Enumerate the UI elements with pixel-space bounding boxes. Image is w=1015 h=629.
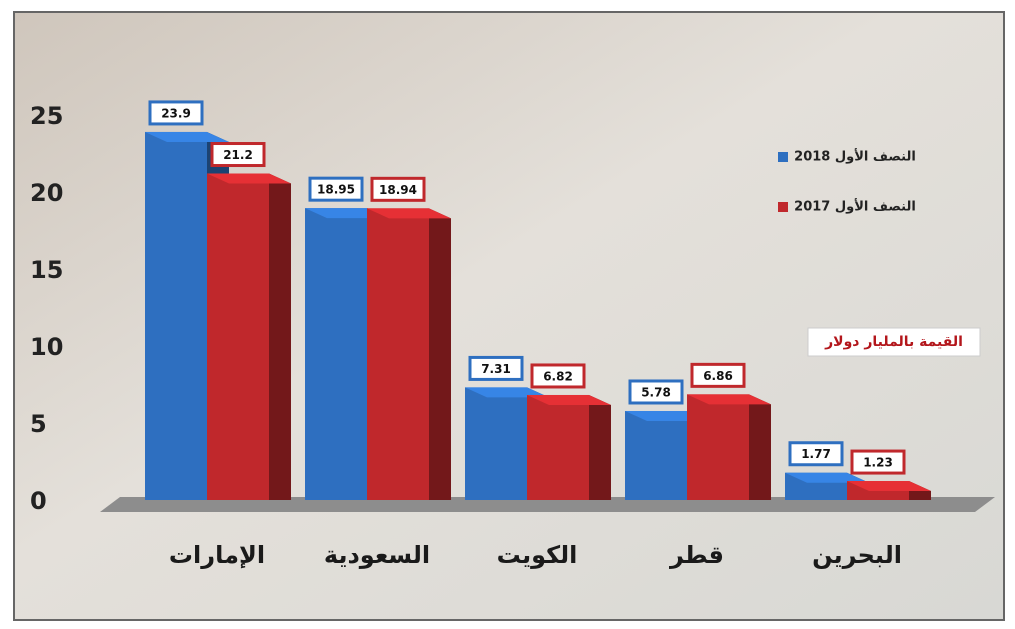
- legend-label: النصف الأول 2018: [794, 148, 916, 165]
- bar-front: [145, 132, 207, 500]
- x-tick-label: السعودية: [324, 541, 430, 569]
- value-label: 18.95: [317, 183, 355, 197]
- legend-swatch: [778, 202, 788, 212]
- y-tick-label: 0: [30, 487, 47, 515]
- value-label: 23.9: [161, 106, 191, 120]
- x-tick-label: قطر: [669, 541, 724, 569]
- value-label: 6.82: [543, 369, 573, 383]
- chart: القيمة بالمليار دولار 0 5 10 15 20 25 23.9 21.2…: [0, 0, 1015, 629]
- bar: [527, 395, 611, 500]
- annotation: القيمة بالمليار دولار: [824, 334, 963, 350]
- x-tick-label: الإمارات: [169, 541, 265, 569]
- legend-label: النصف الأول 2017: [794, 198, 916, 215]
- bar-side: [429, 208, 451, 500]
- bar-side: [269, 174, 291, 500]
- bar: [367, 208, 451, 500]
- y-tick-label: 5: [30, 410, 47, 438]
- y-tick-label: 10: [30, 333, 63, 361]
- value-label: 5.78: [641, 385, 671, 399]
- legend-swatch: [778, 152, 788, 162]
- value-label: 7.31: [481, 362, 511, 376]
- bar: [207, 174, 291, 500]
- bar-front: [305, 208, 367, 500]
- value-label: 6.86: [703, 369, 733, 383]
- bar-front: [625, 411, 687, 500]
- value-label: 18.94: [379, 183, 417, 197]
- y-tick-label: 15: [30, 256, 63, 284]
- y-tick-label: 25: [30, 102, 63, 130]
- y-tick-label: 20: [30, 179, 63, 207]
- value-label: 1.77: [801, 447, 831, 461]
- bar-side: [589, 395, 611, 500]
- x-tick-label: البحرين: [812, 541, 902, 569]
- bar-front: [527, 395, 589, 500]
- value-label: 21.2: [223, 148, 253, 162]
- bar-side: [749, 394, 771, 500]
- bar-front: [687, 394, 749, 500]
- bar-front: [465, 387, 527, 500]
- value-label: 1.23: [863, 456, 893, 470]
- bar: [687, 394, 771, 500]
- bar-front: [207, 174, 269, 500]
- bar-front: [367, 208, 429, 500]
- x-tick-label: الكويت: [497, 541, 578, 569]
